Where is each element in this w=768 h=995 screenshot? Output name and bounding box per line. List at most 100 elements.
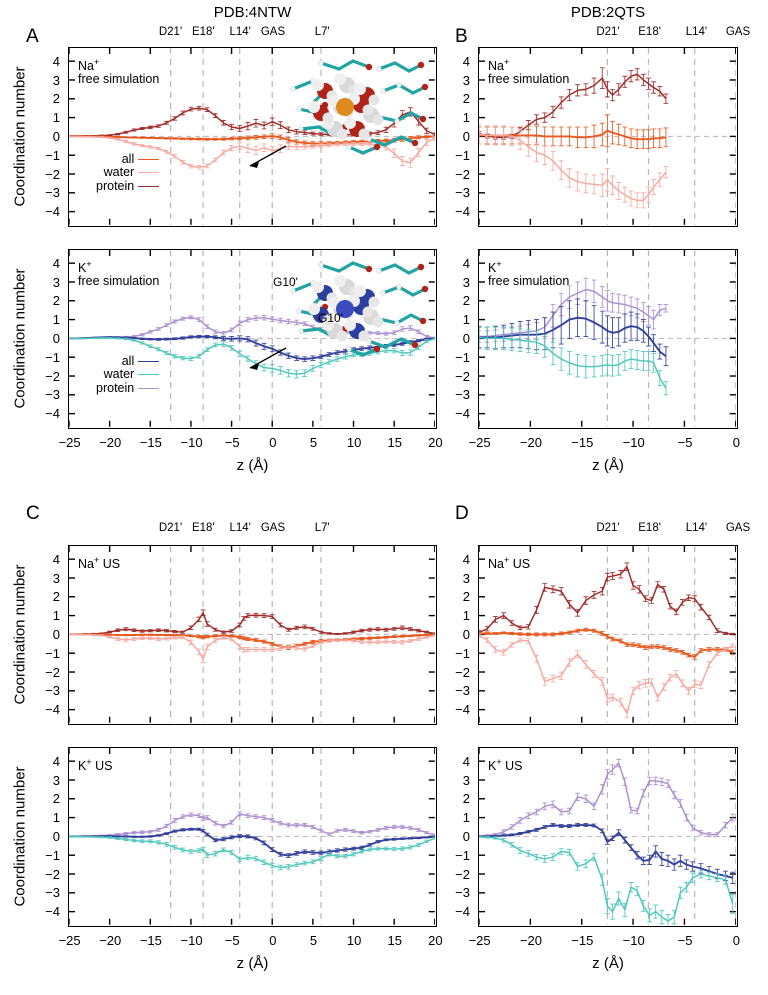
y-tick-label: −2 — [455, 166, 470, 182]
y-axis-label: Coordination number — [11, 766, 29, 907]
y-tick-label: 1 — [462, 312, 470, 328]
legend-label: water — [103, 165, 135, 180]
series-line — [479, 133, 667, 202]
gate-label-GAS-col0: GAS — [260, 522, 286, 534]
x-tick-label: −15 — [139, 435, 162, 450]
x-tick-label: −20 — [99, 435, 122, 450]
y-tick-label: 4 — [52, 753, 60, 769]
plot-a-k — [68, 249, 437, 429]
y-tick-label: 2 — [52, 589, 60, 605]
y-tick-label: 2 — [462, 589, 470, 605]
legend-swatch — [138, 153, 160, 167]
gate-label-L14-col1: L14' — [685, 26, 708, 38]
series-protein — [69, 609, 435, 636]
x-tick-label: −25 — [58, 933, 81, 948]
y-tick-label: −4 — [45, 904, 60, 920]
x-tick-label: −10 — [180, 435, 203, 450]
column-title-2qts: PDB:2QTS — [570, 4, 646, 21]
x-tick-label: 5 — [309, 435, 318, 450]
y-tick-label: −3 — [45, 683, 60, 699]
y-tick-label: 3 — [462, 772, 470, 788]
x-tick-label: 0 — [269, 933, 277, 948]
y-tick-label: 3 — [462, 570, 470, 586]
y-tick-label: −2 — [455, 866, 470, 882]
gate-label-E18-col0: E18' — [191, 26, 215, 38]
gate-label-GAS-col0: GAS — [260, 26, 286, 38]
gate-label-D21-col0: D21' — [158, 26, 183, 38]
x-tick-label: −25 — [58, 435, 81, 450]
y-axis-label: Coordination number — [11, 564, 29, 705]
y-tick-label: −1 — [455, 147, 470, 163]
panel-ion-label-c-na: Na+ US — [78, 555, 121, 572]
y-tick-label: −1 — [455, 645, 470, 661]
panel-letter-b: B — [455, 26, 468, 47]
x-tick-label: 0 — [732, 933, 741, 948]
y-tick-label: −3 — [455, 885, 470, 901]
error-bars — [479, 298, 669, 367]
y-tick-label: −4 — [455, 904, 470, 920]
y-tick-label: 1 — [52, 312, 60, 328]
y-tick-label: −1 — [45, 147, 60, 163]
series-all — [479, 627, 736, 660]
x-tick-label: −5 — [224, 435, 240, 450]
plot-canvas — [69, 748, 435, 925]
y-tick-label: −3 — [45, 185, 60, 201]
x-tick-label: −25 — [468, 435, 491, 450]
y-tick-label: 0 — [52, 627, 60, 642]
legend-na: all water protein — [96, 152, 160, 194]
y-tick-label: 4 — [462, 53, 470, 69]
series-line — [69, 813, 435, 837]
y-tick-label: −1 — [455, 847, 470, 863]
y-tick-label: −4 — [45, 702, 60, 718]
y-tick-label: −1 — [45, 349, 60, 365]
y-tick-label: −4 — [455, 702, 470, 718]
y-axis-label: Coordination number — [11, 66, 29, 207]
series-line — [479, 336, 667, 389]
plot-canvas — [479, 250, 736, 427]
series-protein — [479, 758, 736, 838]
y-tick-label: 3 — [52, 274, 60, 290]
y-tick-label: 4 — [52, 53, 60, 69]
x-axis-label: z (Å) — [236, 955, 269, 972]
panel-letter-a: A — [26, 26, 39, 47]
legend-swatch — [138, 166, 160, 180]
series-water — [69, 135, 435, 170]
series-line — [69, 633, 435, 649]
series-line — [479, 762, 734, 837]
series-line — [479, 129, 667, 141]
plot-canvas — [479, 48, 736, 225]
panel-ion-label-b-na: Na+ free simulation — [488, 57, 570, 87]
series-line — [479, 288, 667, 338]
series-line — [479, 836, 734, 922]
x-tick-label: 20 — [428, 435, 443, 450]
plot-canvas — [479, 748, 736, 925]
y-tick-label: −4 — [45, 204, 60, 220]
plot-canvas — [69, 48, 435, 225]
y-tick-label: 2 — [52, 791, 60, 807]
series-all — [479, 823, 736, 884]
series-protein — [69, 811, 435, 838]
legend-swatch — [138, 368, 160, 382]
y-tick-label: 4 — [462, 255, 470, 271]
series-protein — [69, 105, 435, 137]
series-line — [69, 107, 435, 137]
x-tick-label: 5 — [309, 933, 318, 948]
gate-label-L14-col0: L14' — [229, 26, 251, 38]
x-tick-label: 20 — [428, 933, 443, 948]
panel-ion-label-c-k: K+ US — [78, 757, 113, 774]
y-tick-label: 3 — [52, 570, 60, 586]
y-tick-label: −4 — [455, 204, 470, 220]
gate-label-GAS-col1: GAS — [725, 26, 751, 38]
gate-label-D21-col1: D21' — [596, 522, 620, 534]
legend-label: water — [103, 367, 135, 382]
series-line — [69, 337, 435, 375]
gate-label-D21-col1: D21' — [596, 26, 620, 38]
gate-label-E18-col1: E18' — [638, 26, 661, 38]
x-tick-label: −15 — [571, 435, 594, 450]
y-tick-label: 4 — [52, 255, 60, 271]
panel-ion-label-d-k: K+ US — [488, 757, 523, 774]
y-tick-label: −2 — [45, 368, 60, 384]
x-tick-label: 10 — [346, 435, 362, 450]
y-tick-label: −1 — [455, 349, 470, 365]
legend-label: protein — [96, 380, 135, 395]
